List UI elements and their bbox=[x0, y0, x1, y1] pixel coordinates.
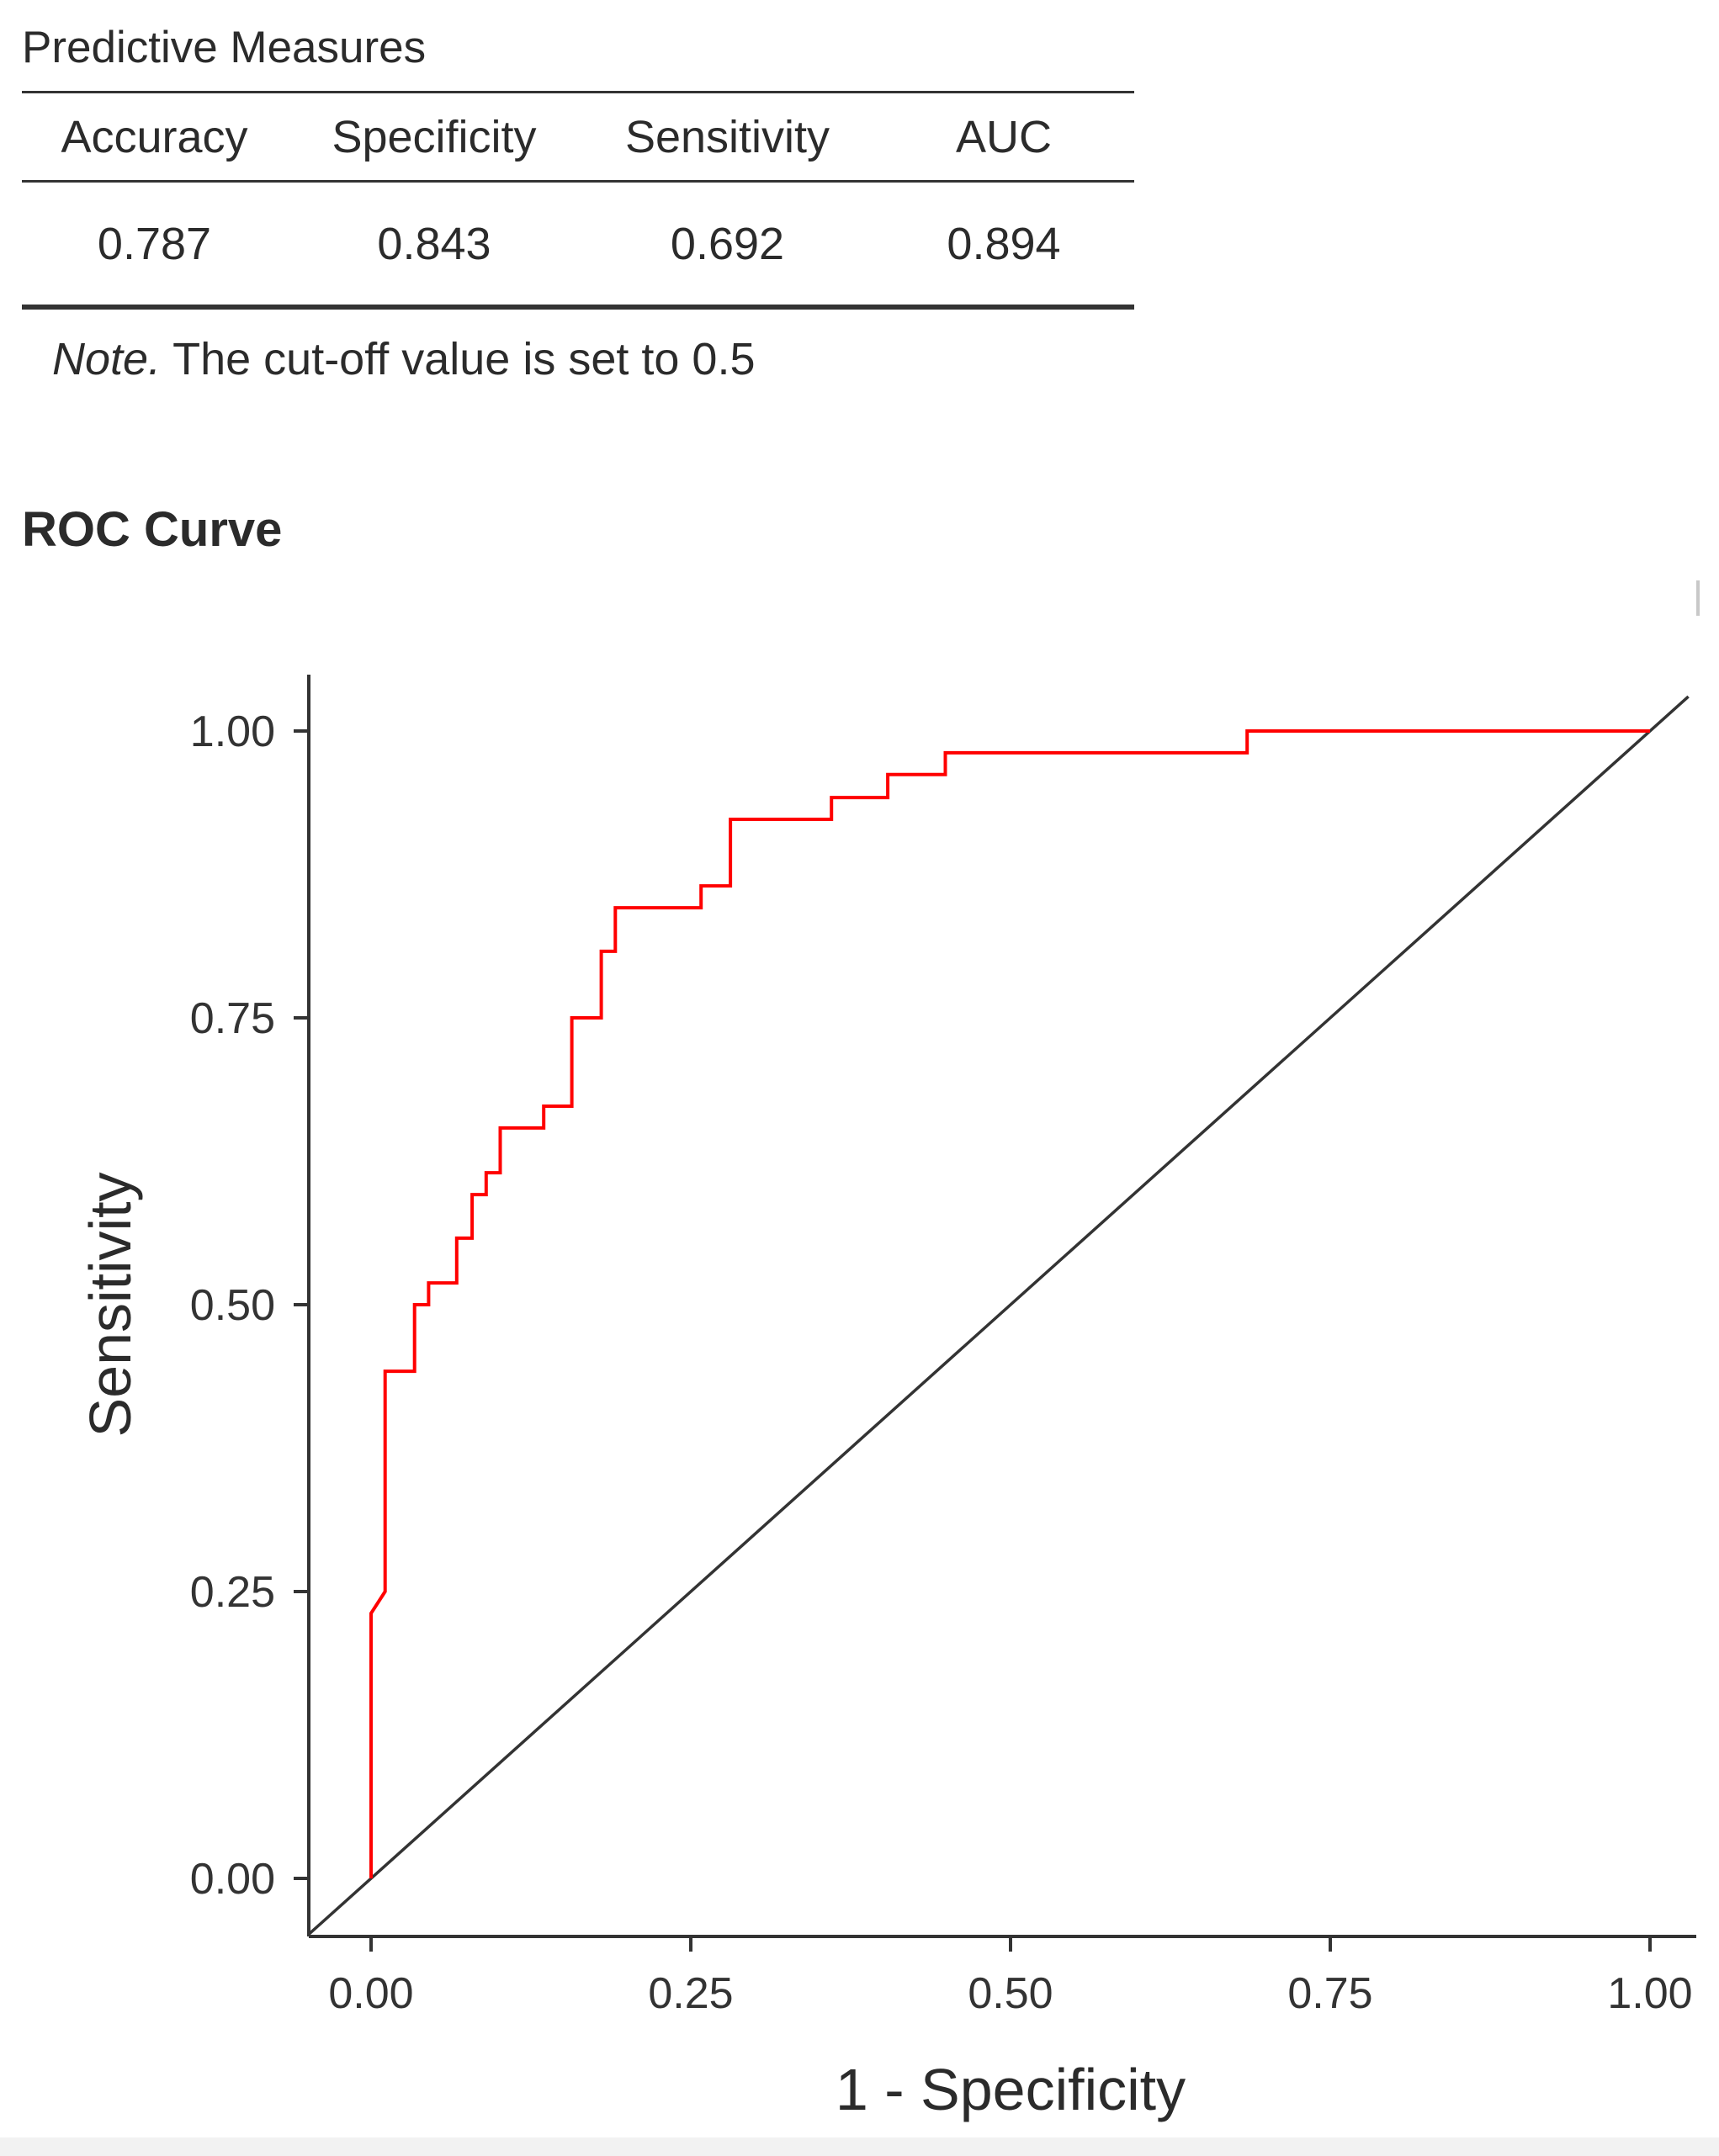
y-tick-label: 1.00 bbox=[190, 707, 275, 756]
x-axis-title: 1 - Specificity bbox=[836, 2057, 1186, 2122]
table-row: 0.787 0.843 0.692 0.894 bbox=[22, 182, 1134, 307]
x-tick-label: 0.00 bbox=[328, 1969, 413, 2018]
y-tick-label: 0.75 bbox=[190, 994, 275, 1043]
note-text: The cut-off value is set to 0.5 bbox=[161, 334, 756, 384]
value-auc: 0.894 bbox=[947, 218, 1061, 269]
window-bottom-edge bbox=[0, 2137, 1719, 2156]
table-header-row: Accuracy Specificity Sensitivity AUC bbox=[22, 92, 1134, 182]
ticks: 0.00 0.25 0.50 0.75 1.00 0.00 0.25 0.50 0.75 1.00 bbox=[190, 707, 1693, 2018]
note-label: Note. bbox=[52, 334, 162, 384]
x-tick-label: 0.75 bbox=[1287, 1969, 1372, 2018]
header-sensitivity: Sensitivity bbox=[624, 111, 830, 162]
table-title: Predictive Measures bbox=[22, 23, 427, 72]
reference-diagonal-line bbox=[309, 695, 1690, 1936]
resize-handle bbox=[1696, 580, 1700, 616]
roc-curve-line bbox=[369, 729, 1650, 1878]
predictive-measures-table: Accuracy Specificity Sensitivity AUC 0.7… bbox=[22, 91, 1134, 310]
series bbox=[309, 695, 1690, 1936]
value-specificity: 0.843 bbox=[377, 218, 491, 269]
section-title: ROC Curve bbox=[22, 502, 283, 557]
value-accuracy: 0.787 bbox=[97, 218, 212, 269]
table-note: Note. The cut-off value is set to 0.5 bbox=[52, 333, 755, 385]
y-tick-label: 0.00 bbox=[190, 1855, 275, 1904]
x-tick-label: 0.25 bbox=[648, 1969, 733, 2018]
x-tick-label: 1.00 bbox=[1607, 1969, 1692, 2018]
y-tick-label: 0.25 bbox=[190, 1568, 275, 1617]
y-axis-title: Sensitivity bbox=[77, 1172, 143, 1437]
y-tick-label: 0.50 bbox=[190, 1281, 275, 1330]
header-specificity: Specificity bbox=[332, 111, 537, 162]
x-tick-label: 0.50 bbox=[968, 1969, 1053, 2018]
value-sensitivity: 0.692 bbox=[670, 218, 785, 269]
header-accuracy: Accuracy bbox=[61, 111, 248, 162]
header-auc: AUC bbox=[955, 111, 1052, 162]
